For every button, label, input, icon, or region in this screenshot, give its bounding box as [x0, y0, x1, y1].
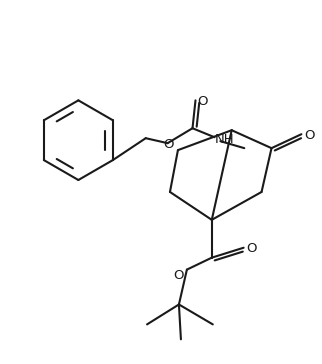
- Text: O: O: [174, 269, 184, 282]
- Text: O: O: [197, 95, 208, 108]
- Text: O: O: [163, 138, 174, 151]
- Text: O: O: [246, 242, 257, 255]
- Text: O: O: [304, 129, 315, 142]
- Text: NH: NH: [214, 133, 234, 146]
